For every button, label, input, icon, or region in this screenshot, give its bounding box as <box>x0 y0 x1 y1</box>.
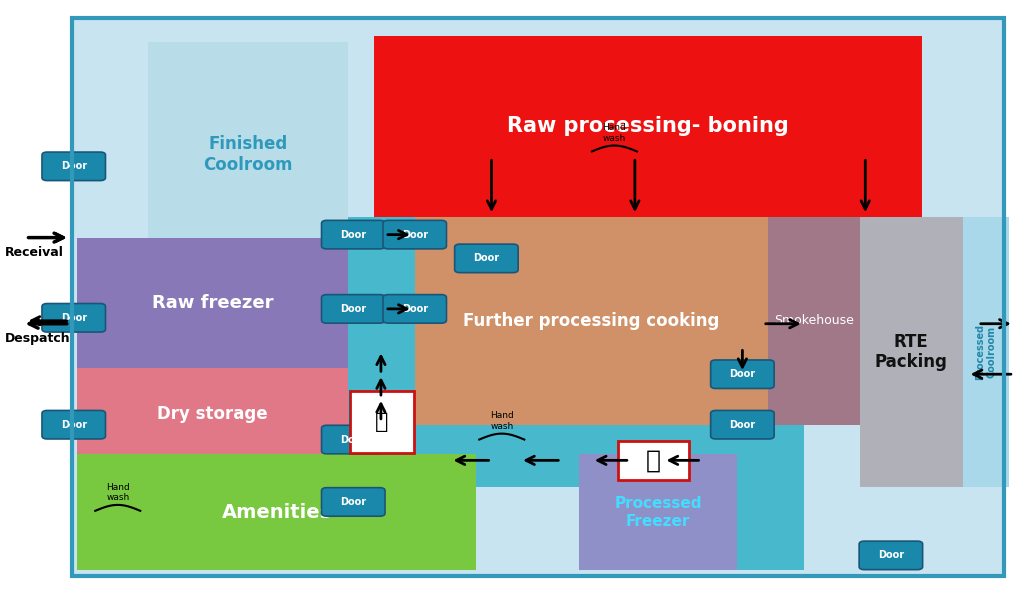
Text: Door: Door <box>60 313 87 323</box>
FancyBboxPatch shape <box>711 410 774 439</box>
Text: Raw processing- boning: Raw processing- boning <box>507 116 788 136</box>
FancyBboxPatch shape <box>859 541 923 570</box>
Text: Door: Door <box>401 230 428 239</box>
Text: Smokehouse: Smokehouse <box>774 314 854 327</box>
Text: Door: Door <box>340 230 367 239</box>
Text: Finished
Coolroom: Finished Coolroom <box>204 135 293 174</box>
Text: Door: Door <box>729 369 756 379</box>
Text: 👣: 👣 <box>646 448 660 472</box>
Bar <box>374 36 922 217</box>
FancyBboxPatch shape <box>42 152 105 181</box>
Text: Door: Door <box>401 304 428 314</box>
Bar <box>737 217 804 570</box>
FancyBboxPatch shape <box>711 360 774 388</box>
FancyBboxPatch shape <box>322 425 385 454</box>
Text: Raw freezer: Raw freezer <box>152 294 273 312</box>
FancyBboxPatch shape <box>322 488 385 516</box>
Bar <box>768 217 860 425</box>
Text: Door: Door <box>473 254 500 263</box>
Text: Hand
wash: Hand wash <box>489 411 514 431</box>
FancyBboxPatch shape <box>350 391 414 453</box>
FancyBboxPatch shape <box>383 295 446 323</box>
FancyBboxPatch shape <box>42 304 105 332</box>
Text: Amenities: Amenities <box>221 503 332 522</box>
Bar <box>415 217 768 425</box>
Bar <box>860 217 963 487</box>
FancyBboxPatch shape <box>42 410 105 439</box>
Bar <box>148 42 348 267</box>
FancyBboxPatch shape <box>322 295 385 323</box>
Bar <box>77 454 476 570</box>
Text: Despatch: Despatch <box>5 332 71 345</box>
Text: 👣: 👣 <box>375 412 389 432</box>
Bar <box>77 368 348 460</box>
Text: Door: Door <box>60 420 87 429</box>
Text: Hand
wash: Hand wash <box>105 482 130 502</box>
Bar <box>348 217 415 570</box>
Text: Door: Door <box>878 551 904 560</box>
Text: Receival: Receival <box>5 246 63 259</box>
FancyBboxPatch shape <box>618 441 689 480</box>
Bar <box>77 238 348 368</box>
Bar <box>579 454 737 570</box>
FancyBboxPatch shape <box>455 244 518 273</box>
Text: Processed
Freezer: Processed Freezer <box>614 496 701 529</box>
FancyBboxPatch shape <box>322 220 385 249</box>
Text: RTE
Packing: RTE Packing <box>874 333 948 371</box>
Text: Door: Door <box>340 497 367 507</box>
Bar <box>963 217 1009 487</box>
Text: Door: Door <box>60 162 87 171</box>
Text: Processed
Coolroom: Processed Coolroom <box>975 324 996 380</box>
FancyBboxPatch shape <box>383 220 446 249</box>
Text: Door: Door <box>729 420 756 429</box>
Text: Door: Door <box>340 435 367 444</box>
Text: Further processing cooking: Further processing cooking <box>463 312 720 330</box>
Text: Hand
wash: Hand wash <box>602 123 627 143</box>
Text: Dry storage: Dry storage <box>157 405 268 424</box>
Bar <box>348 425 778 487</box>
Text: Door: Door <box>340 304 367 314</box>
